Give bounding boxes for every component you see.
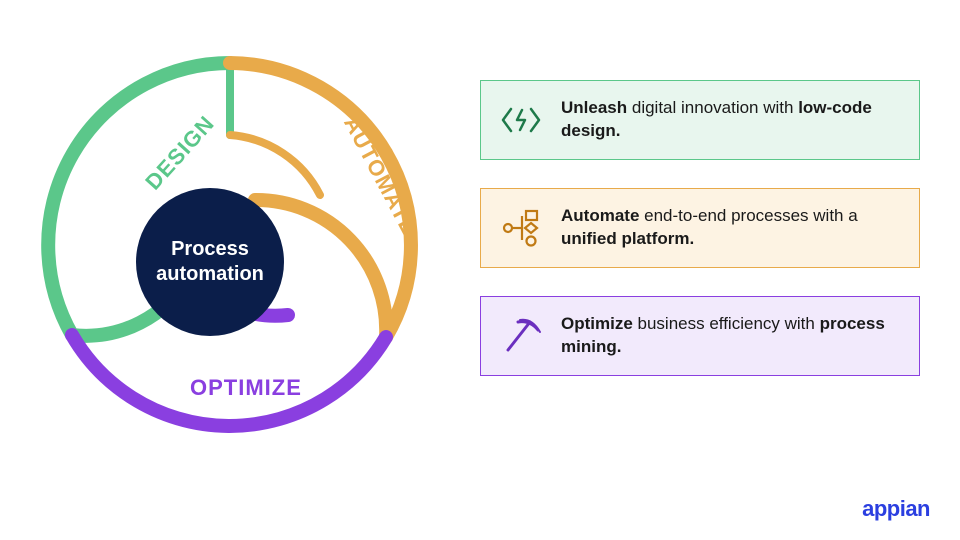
process-circle-diagram: Process automation DESIGN AUTOMATE OPTIM… <box>30 45 430 445</box>
automate-card-text: Automate end-to-end processes with a uni… <box>561 205 901 251</box>
code-bolt-icon <box>499 98 543 142</box>
center-label: Process automation <box>136 188 284 336</box>
design-card: Unleash digital innovation with low-code… <box>480 80 920 160</box>
optimize-card: Optimize business efficiency with proces… <box>480 296 920 376</box>
pickaxe-icon <box>499 314 543 358</box>
optimize-card-text: Optimize business efficiency with proces… <box>561 313 901 359</box>
segment-label-optimize: OPTIMIZE <box>190 375 302 401</box>
automate-card: Automate end-to-end processes with a uni… <box>480 188 920 268</box>
center-label-text: Process automation <box>146 237 274 287</box>
brand-logo: appian <box>862 496 930 522</box>
workflow-icon <box>499 206 543 250</box>
feature-cards: Unleash digital innovation with low-code… <box>480 80 920 404</box>
design-card-text: Unleash digital innovation with low-code… <box>561 97 901 143</box>
